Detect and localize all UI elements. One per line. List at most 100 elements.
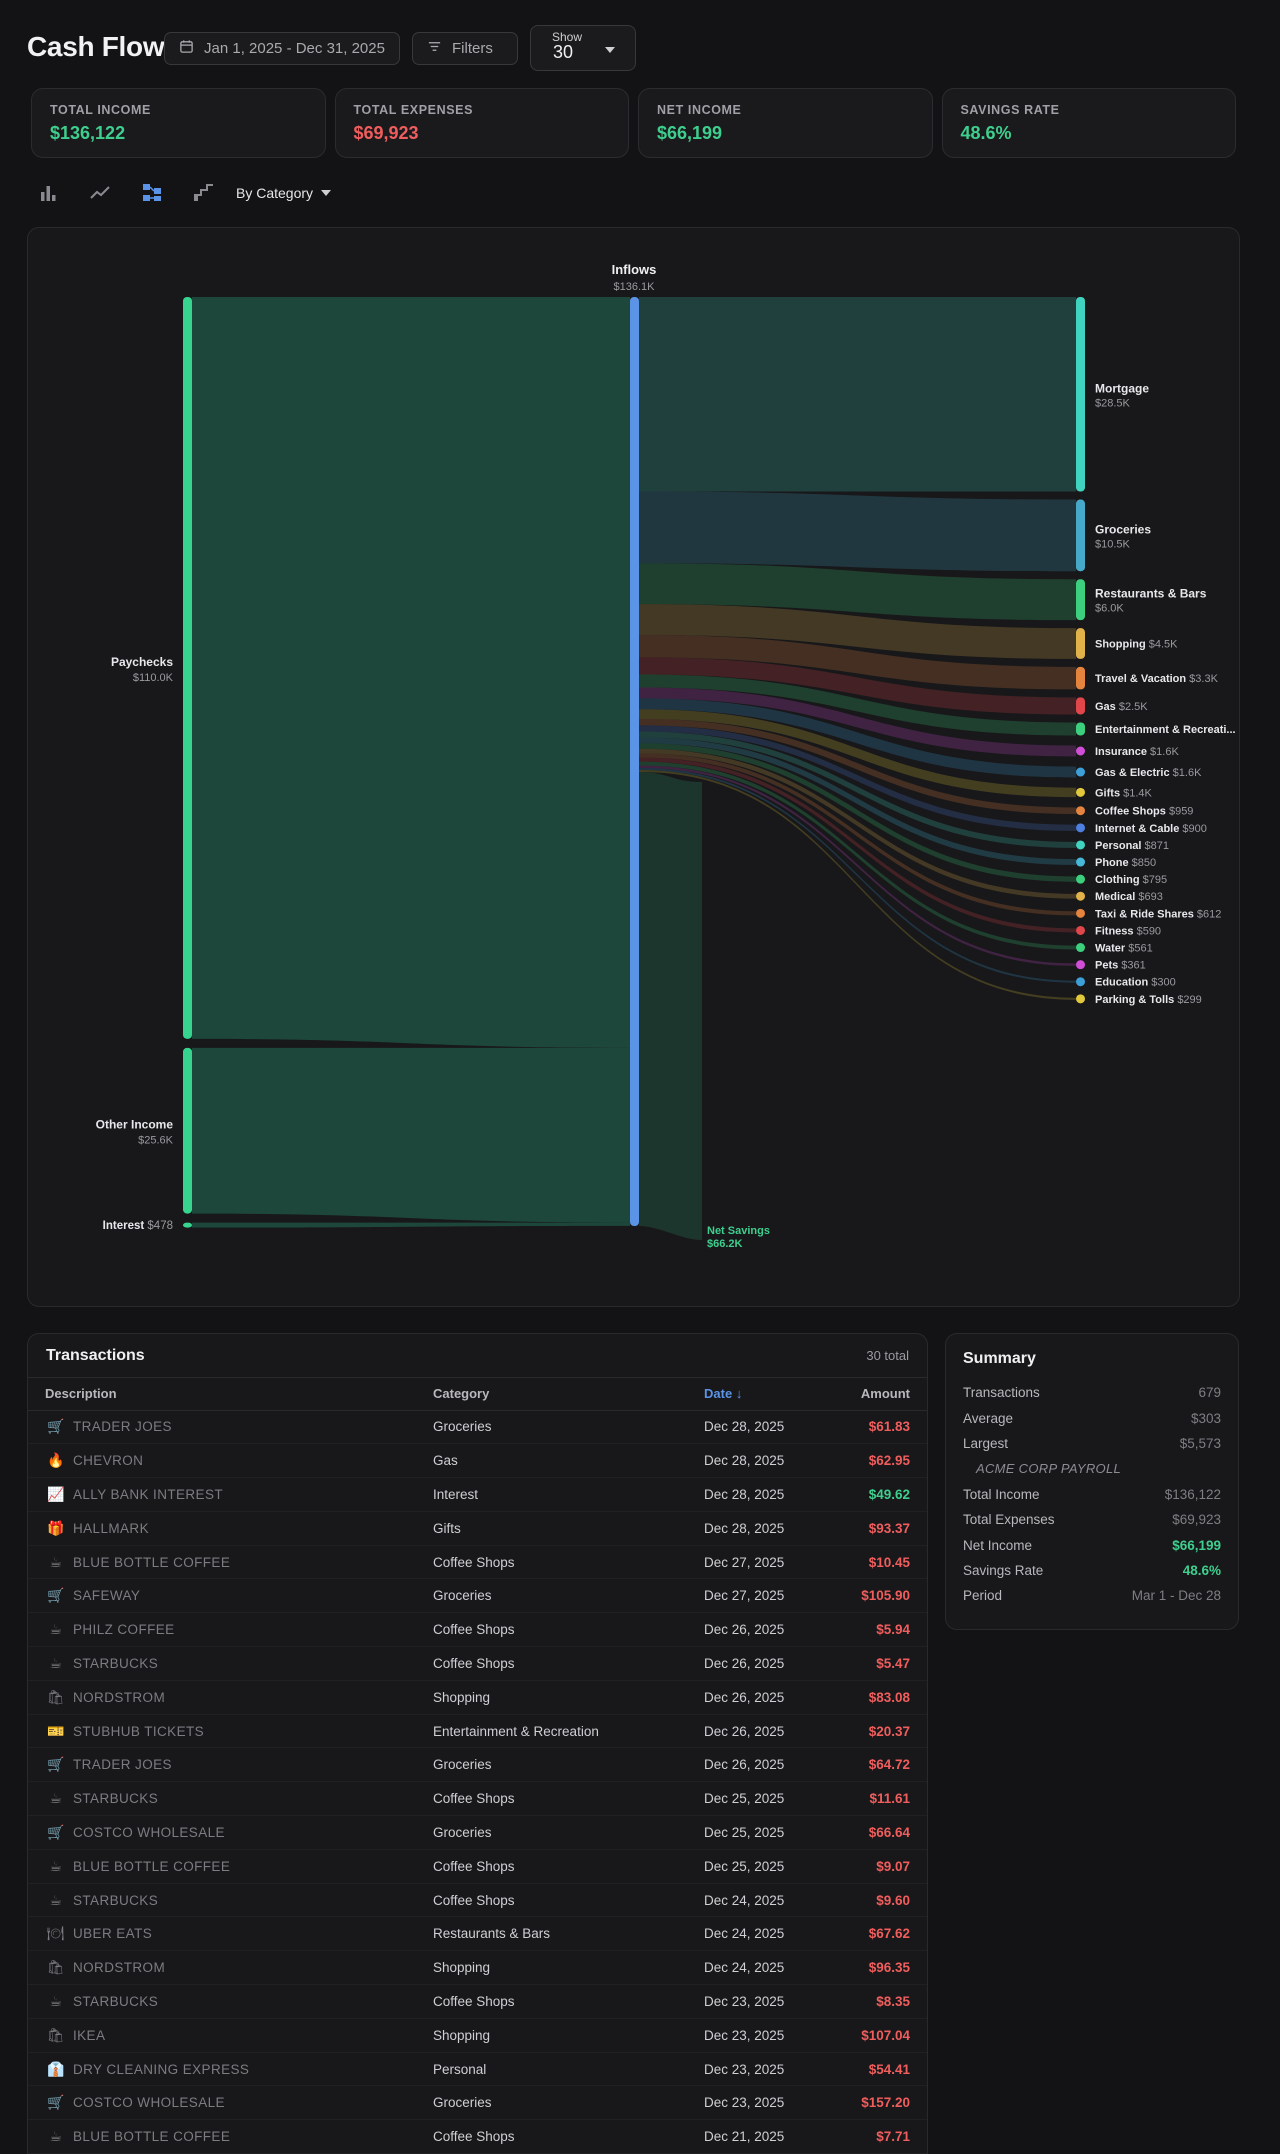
target-node bbox=[1076, 994, 1085, 1004]
row-description-text: CHEVRON bbox=[73, 1453, 144, 1469]
table-row[interactable]: 🛒 COSTCO WHOLESALE Groceries Dec 23, 2025 $1… bbox=[28, 2085, 927, 2121]
table-row[interactable]: ☕ PHILZ COFFEE Coffee Shops Dec 26, 2025 $5.… bbox=[28, 1612, 927, 1648]
coffee-icon: ☕ bbox=[49, 2128, 63, 2145]
summary-label: Average bbox=[963, 1410, 1014, 1426]
sankey-icon[interactable] bbox=[140, 181, 164, 205]
row-amount: $64.72 bbox=[826, 1747, 927, 1783]
table-row[interactable]: ☕ BLUE BOTTLE COFFEE Coffee Shops Dec 21, 2… bbox=[28, 2119, 927, 2154]
plate-icon: 🍽 bbox=[46, 1925, 66, 1942]
flow-education bbox=[639, 767, 1076, 983]
line-chart-icon[interactable] bbox=[88, 181, 112, 205]
target-node-label: Fitness $590 bbox=[1095, 925, 1161, 937]
flow-pets bbox=[639, 765, 1076, 966]
column-amount[interactable]: Amount bbox=[826, 1378, 927, 1411]
summary-title: Summary bbox=[963, 1350, 1036, 1367]
row-description: ☕ STARBUCKS bbox=[28, 1781, 433, 1817]
row-description: 🛒 TRADER JOES bbox=[28, 1747, 433, 1783]
table-row[interactable]: 🎁 HALLMARK Gifts Dec 28, 2025 $93.37 bbox=[28, 1511, 927, 1546]
flow-internet-cable bbox=[639, 725, 1076, 831]
row-amount: $61.83 bbox=[826, 1410, 927, 1445]
row-description-text: TRADER JOES bbox=[73, 1757, 172, 1773]
waterfall-icon[interactable] bbox=[192, 181, 216, 205]
target-node bbox=[1076, 908, 1085, 918]
center-node-label: Inflows bbox=[612, 262, 657, 277]
group-by-select[interactable]: By Category bbox=[236, 185, 332, 201]
chevron-down-icon bbox=[321, 190, 332, 196]
row-description-text: NORDSTROM bbox=[73, 1689, 166, 1705]
table-row[interactable]: 🛍 NORDSTROM Shopping Dec 26, 2025 $83.08 bbox=[28, 1680, 927, 1715]
table-row[interactable]: ☕ BLUE BOTTLE COFFEE Coffee Shops Dec 25, 2… bbox=[28, 1849, 927, 1884]
row-description: 🛍 IKEA bbox=[28, 2018, 433, 2053]
row-date: Dec 23, 2025 bbox=[704, 1984, 827, 2019]
stat-value: $69,923 bbox=[353, 123, 419, 143]
table-row[interactable]: ☕ BLUE BOTTLE COFFEE Coffee Shops Dec 27, 2… bbox=[28, 1545, 927, 1580]
summary-row-total-expenses: Total Expenses $69,923 bbox=[963, 1507, 1221, 1532]
table-row[interactable]: 🛍 NORDSTROM Shopping Dec 24, 2025 $96.35 bbox=[28, 1950, 927, 1986]
row-date: Dec 27, 2025 bbox=[704, 1578, 827, 1614]
table-row[interactable]: 🛒 SAFEWAY Groceries Dec 27, 2025 $105.90 bbox=[28, 1578, 927, 1614]
row-amount: $11.61 bbox=[826, 1781, 927, 1817]
source-node-value: $25.6K bbox=[138, 1135, 174, 1147]
filters-button[interactable]: Filters bbox=[412, 32, 518, 65]
table-row[interactable]: 🛒 TRADER JOES Groceries Dec 28, 2025 $61.83 bbox=[28, 1410, 927, 1445]
summary-row-net-income: Net Income $66,199 bbox=[963, 1532, 1221, 1557]
summary-value: $303 bbox=[1190, 1410, 1221, 1426]
table-row[interactable]: 🛍 IKEA Shopping Dec 23, 2025 $107.04 bbox=[28, 2018, 927, 2053]
target-node-label: Coffee Shops $959 bbox=[1095, 806, 1193, 818]
target-node bbox=[1076, 579, 1085, 621]
cart-icon: 🛒 bbox=[47, 1756, 65, 1773]
table-row[interactable]: 🛒 COSTCO WHOLESALE Groceries Dec 25, 2025 $6… bbox=[28, 1815, 927, 1850]
table-row[interactable]: 🎫 STUBHUB TICKETS Entertainment & Recreati… bbox=[28, 1714, 927, 1749]
arrow-down-icon: ↓ bbox=[735, 1386, 743, 1402]
row-description: 🛒 COSTCO WHOLESALE bbox=[28, 2085, 433, 2121]
show-count-select[interactable]: Show 30 bbox=[530, 25, 636, 71]
table-row[interactable]: ☕ STARBUCKS Coffee Shops Dec 24, 2025 $9.60 bbox=[28, 1883, 927, 1918]
row-description-text: STUBHUB TICKETS bbox=[73, 1723, 205, 1739]
bar-chart-icon[interactable] bbox=[36, 181, 60, 205]
target-node bbox=[1076, 787, 1085, 797]
center-node bbox=[630, 297, 639, 1226]
table-row[interactable]: ☕ STARBUCKS Coffee Shops Dec 26, 2025 $5.47 bbox=[28, 1646, 927, 1681]
target-node-label: Gas & Electric $1.6K bbox=[1095, 767, 1202, 779]
row-amount: $67.62 bbox=[826, 1916, 927, 1952]
row-category: Coffee Shops bbox=[433, 1849, 704, 1884]
table-row[interactable]: 🛒 TRADER JOES Groceries Dec 26, 2025 $64.72 bbox=[28, 1747, 927, 1783]
row-amount: $93.37 bbox=[826, 1511, 927, 1546]
summary-label: Net Income bbox=[963, 1537, 1033, 1553]
column-date-label: Date bbox=[704, 1386, 733, 1402]
column-description[interactable]: Description bbox=[28, 1378, 433, 1411]
column-date[interactable]: Date ↓ bbox=[704, 1378, 827, 1411]
table-row[interactable]: 🔥 CHEVRON Gas Dec 28, 2025 $62.95 bbox=[28, 1443, 927, 1479]
filters-label: Filters bbox=[452, 40, 493, 57]
target-node-label: Restaurants & Bars bbox=[1095, 587, 1207, 601]
column-category[interactable]: Category bbox=[433, 1378, 704, 1411]
row-category: Gifts bbox=[433, 1511, 704, 1546]
summary-largest-description: ACME CORP PAYROLL bbox=[976, 1461, 1122, 1477]
target-node bbox=[1076, 857, 1085, 867]
table-row[interactable]: ☕ STARBUCKS Coffee Shops Dec 23, 2025 $8.35 bbox=[28, 1984, 927, 2019]
table-row[interactable]: 👔 DRY CLEANING EXPRESS Personal Dec 23, 202… bbox=[28, 2052, 927, 2087]
target-node bbox=[1076, 499, 1085, 572]
source-node bbox=[183, 1047, 192, 1214]
date-range-picker[interactable]: Jan 1, 2025 - Dec 31, 2025 bbox=[164, 32, 400, 65]
coffee-icon: ☕ bbox=[49, 1790, 63, 1807]
row-description: ☕ BLUE BOTTLE COFFEE bbox=[28, 2119, 433, 2154]
stat-label: NET INCOME bbox=[657, 103, 742, 117]
table-row[interactable]: ☕ STARBUCKS Coffee Shops Dec 25, 2025 $11.61 bbox=[28, 1781, 927, 1817]
table-row[interactable]: 📈 ALLY BANK INTEREST Interest Dec 28, 2025 $… bbox=[28, 1477, 927, 1512]
row-description: 🛍 NORDSTROM bbox=[28, 1680, 433, 1715]
target-node bbox=[1076, 925, 1085, 935]
target-node bbox=[1076, 722, 1085, 736]
summary-row-largest: Largest $5,573 bbox=[963, 1431, 1221, 1456]
row-description-text: HALLMARK bbox=[73, 1520, 149, 1536]
target-node bbox=[1076, 977, 1085, 987]
flow-travel-vacation bbox=[639, 634, 1076, 690]
target-node-label: Parking & Tolls $299 bbox=[1095, 994, 1202, 1006]
row-category: Coffee Shops bbox=[433, 1781, 704, 1817]
table-row[interactable]: 🍽 UBER EATS Restaurants & Bars Dec 24, 2025… bbox=[28, 1916, 927, 1952]
row-category: Interest bbox=[433, 1477, 704, 1512]
summary-label: Largest bbox=[963, 1435, 1009, 1451]
row-description-text: BLUE BOTTLE COFFEE bbox=[73, 1554, 231, 1570]
row-amount: $7.71 bbox=[826, 2119, 927, 2154]
row-amount: $83.08 bbox=[826, 1680, 927, 1715]
